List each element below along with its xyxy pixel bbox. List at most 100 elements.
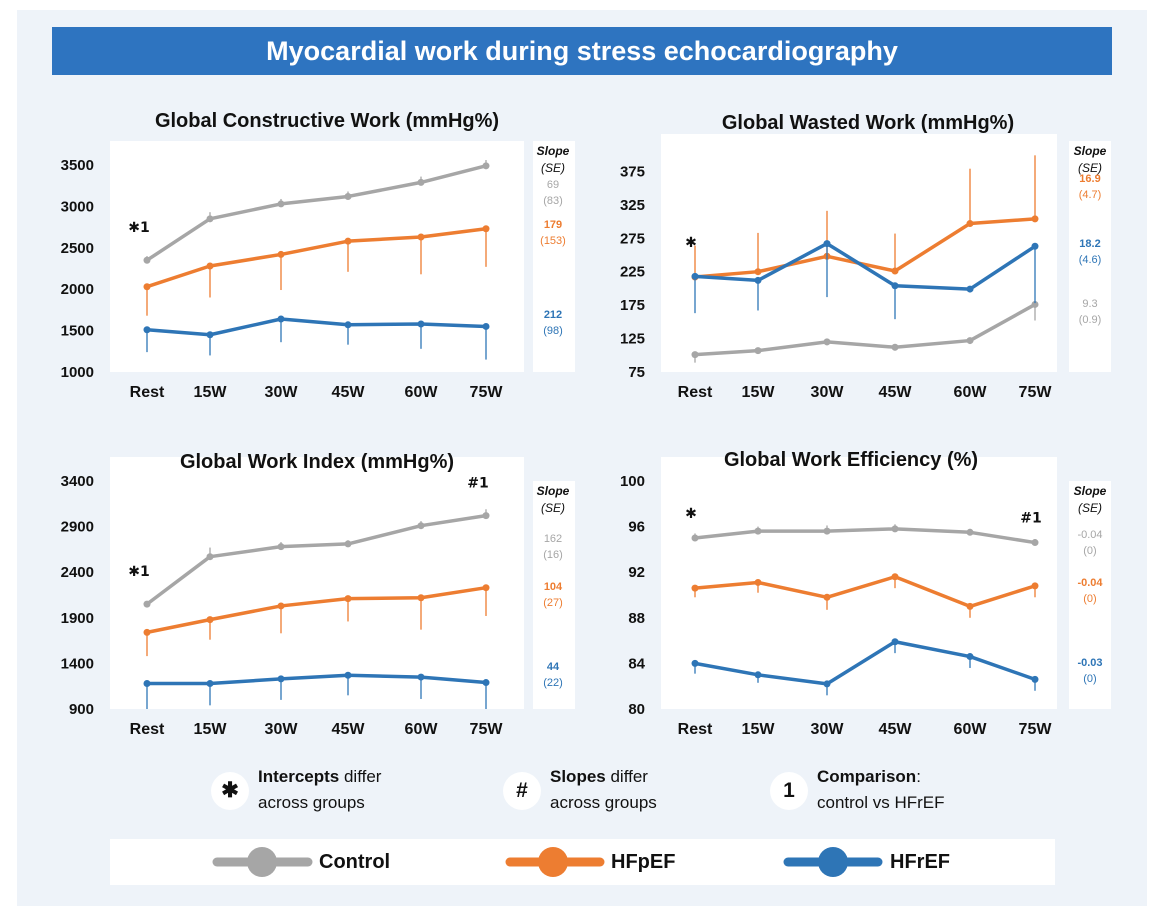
chart1-hfpef-point — [344, 237, 352, 245]
chart2-xtick-label: Rest — [678, 384, 713, 401]
chart3-xtick-label: 15W — [194, 721, 228, 738]
chart4-hfref-point — [966, 653, 974, 661]
chart4-hfpef-point — [754, 578, 762, 586]
chart3-ytick-label: 3400 — [61, 473, 94, 490]
chart4-xtick-label: 45W — [879, 721, 913, 738]
chart2-control-point — [754, 347, 762, 355]
chart1-hfpef-point — [143, 283, 151, 291]
chart4-hfpef-line — [694, 575, 1036, 609]
chart2-ytick-label: 375 — [620, 163, 645, 180]
chart4-annotation: #1 — [1020, 511, 1041, 527]
chart3-hfpef-point — [206, 616, 214, 624]
chart2-ytick-label: 325 — [620, 197, 645, 214]
chart1-se-hfref: (98) — [543, 325, 563, 337]
legend-marker-hfpef — [538, 847, 568, 877]
chart1-hfref-point — [277, 315, 285, 323]
chart4-hfpef-point — [1031, 582, 1039, 590]
chart3-ytick-label: 1400 — [61, 655, 94, 672]
chart1-xtick-label: 30W — [265, 384, 299, 401]
chart4-slope-header: Slope — [1074, 484, 1107, 498]
chart3-hfpef-point — [344, 595, 352, 603]
chart4-control-point — [1031, 539, 1039, 547]
chart1-hfpef-point — [277, 250, 285, 258]
chart4-control-point — [823, 527, 831, 535]
chart1-xtick-label: 75W — [470, 384, 504, 401]
chart3-hfref-line — [147, 673, 487, 686]
chart4-hfref-point — [891, 638, 899, 646]
chart4-slope-box — [1069, 481, 1111, 709]
chart3-ytick-label: 900 — [69, 701, 94, 718]
chart3-control-point — [417, 522, 425, 530]
chart3-hfref-point — [206, 679, 214, 687]
chart3-xtick-label: 60W — [405, 721, 439, 738]
chart3-hfpef-line — [146, 585, 487, 635]
chart1-hfpef-point — [482, 225, 490, 233]
chart4-title: Global Work Efficiency (%) — [724, 449, 978, 471]
legend-label-control: Control — [319, 851, 391, 873]
chart3-hfref-point — [277, 675, 285, 683]
chart1-control-point — [277, 200, 285, 208]
chart2-slope-header: Slope — [1074, 144, 1107, 158]
note-slopes-rest: differ — [605, 767, 648, 786]
chart4-control-line — [694, 527, 1036, 545]
slope-symbol-badge: # — [503, 772, 541, 810]
chart4-xtick-label: 60W — [954, 721, 988, 738]
chart3-title: Global Work Index (mmHg%) — [180, 451, 454, 473]
chart2-xtick-label: 60W — [954, 384, 988, 401]
chart2-hfref-point — [891, 282, 899, 290]
chart3-control-point — [482, 512, 490, 520]
chart2-se-hfpef: (4.7) — [1079, 189, 1102, 201]
note-intercepts-rest: differ — [339, 767, 382, 786]
chart1-slope-hfref: 212 — [544, 309, 562, 321]
chart1-xtick-label: Rest — [130, 384, 165, 401]
chart4-xtick-label: 30W — [811, 721, 845, 738]
chart4-xtick-label: Rest — [678, 721, 713, 738]
chart4-hfpef-point — [891, 573, 899, 581]
chart1-hfref-point — [417, 320, 425, 328]
banner-title: Myocardial work during stress echocardio… — [52, 27, 1112, 75]
chart2-control-line — [694, 302, 1036, 357]
chart2-xtick-label: 45W — [879, 384, 913, 401]
note-comparison-rest: : — [916, 767, 921, 786]
chart3-hfpef-point — [143, 628, 151, 636]
chart4-slope-control: -0.04 — [1077, 529, 1102, 541]
chart4-se-hfref: (0) — [1083, 673, 1096, 685]
chart2-control-point — [691, 351, 699, 359]
chart4-hfpef-point — [823, 593, 831, 601]
chart1-ytick-label: 3500 — [61, 157, 94, 174]
chart1-hfpef-point — [206, 262, 214, 270]
chart4-hfref-point — [754, 671, 762, 679]
note-intercepts-line2: across groups — [258, 793, 365, 812]
chart4-hfref-point — [691, 659, 699, 667]
chart3-hfpef-point — [482, 584, 490, 592]
chart2-xtick-label: 30W — [811, 384, 845, 401]
chart4-ytick-label: 88 — [628, 610, 645, 627]
chart2-slope-box — [1069, 141, 1111, 372]
chart4-hfpef-point — [966, 602, 974, 610]
chart2-control-point — [891, 343, 899, 351]
chart3-slope-header: Slope — [537, 484, 570, 498]
note-slopes-line2: across groups — [550, 793, 657, 812]
chart4-ytick-label: 96 — [628, 519, 645, 536]
chart4-xtick-label: 15W — [742, 721, 776, 738]
chart2-annotation: ✱ — [685, 235, 697, 251]
chart4-se-hfpef: (0) — [1083, 593, 1096, 605]
chart1-se-header: (SE) — [541, 161, 565, 175]
chart4-hfref-point — [823, 680, 831, 688]
chart4-annotation: ✱ — [685, 506, 697, 522]
chart2-ytick-label: 275 — [620, 230, 645, 247]
chart4-hfref-point — [1031, 675, 1039, 683]
chart1-ytick-label: 3000 — [61, 198, 94, 215]
chart1-xtick-label: 15W — [194, 384, 228, 401]
note-comparison: Comparison: control vs HFrEF — [817, 764, 945, 816]
chart4-se-control: (0) — [1083, 545, 1096, 557]
chart2-ytick-label: 125 — [620, 331, 645, 348]
note-comparison-bold: Comparison — [817, 767, 917, 786]
chart3-slope-control: 162 — [544, 533, 562, 545]
chart2-control-point — [823, 338, 831, 346]
chart3-xtick-label: 45W — [332, 721, 366, 738]
chart3-xtick-label: Rest — [130, 721, 165, 738]
chart3-annotation: #1 — [467, 476, 488, 492]
